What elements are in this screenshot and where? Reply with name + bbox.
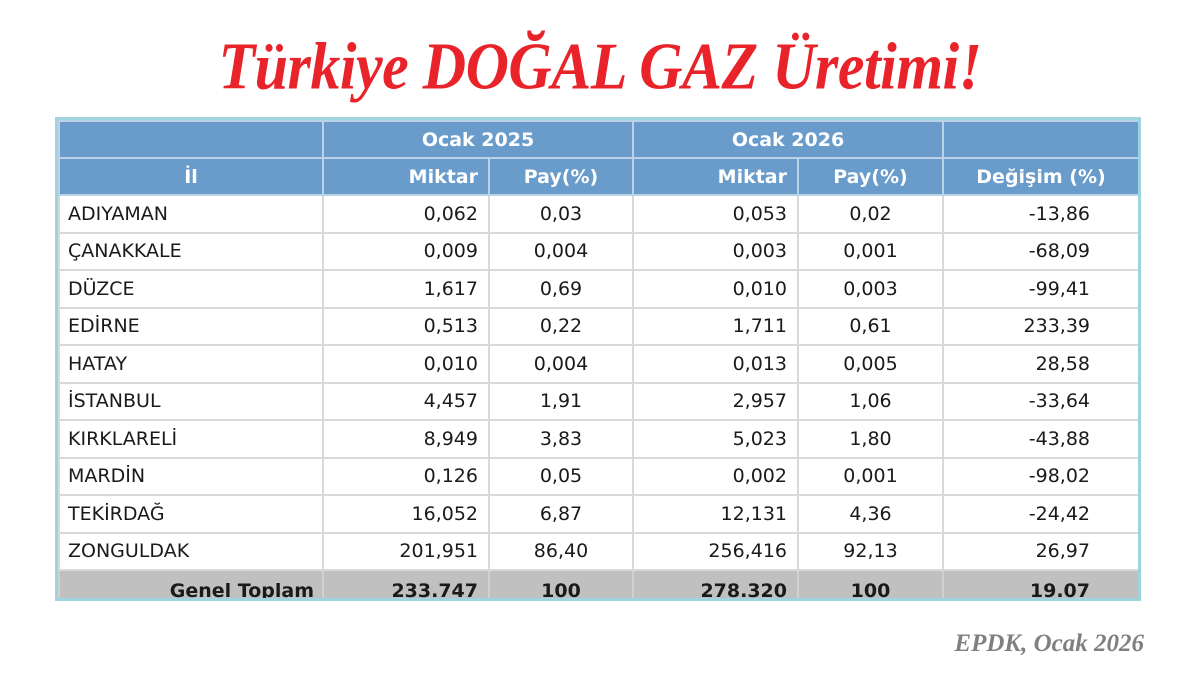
column-header-amount-2026: Miktar: [632, 157, 799, 196]
province-cell: KIRKLARELİ: [58, 419, 324, 459]
change-cell: 233,39: [942, 306, 1138, 346]
amount-2026-cell: 0,002: [632, 456, 799, 496]
group-header-empty: [58, 120, 324, 159]
share-2025-cell: 0,004: [488, 231, 634, 271]
amount-2025-cell: 16,052: [322, 494, 490, 534]
amount-2025-cell: 0,126: [322, 456, 490, 496]
group-header-change: [942, 120, 1138, 159]
change-cell: -99,41: [942, 269, 1138, 309]
province-cell: MARDİN: [58, 456, 324, 496]
table-row: DÜZCE 1,617 0,69 0,010 0,003 -99,41: [58, 269, 1138, 309]
share-2025-cell: 0,03: [488, 194, 634, 234]
amount-2026-cell: 12,131: [632, 494, 799, 534]
total-share-2026-cell: 100: [797, 569, 944, 598]
change-cell: -98,02: [942, 456, 1138, 496]
change-cell: -43,88: [942, 419, 1138, 459]
share-2026-cell: 0,001: [797, 456, 944, 496]
share-2025-cell: 86,40: [488, 531, 634, 571]
total-change-cell: 19.07: [942, 569, 1138, 598]
province-cell: HATAY: [58, 344, 324, 384]
amount-2026-cell: 0,013: [632, 344, 799, 384]
total-amount-2025-cell: 233.747: [322, 569, 490, 598]
change-cell: -13,86: [942, 194, 1138, 234]
province-cell: ADIYAMAN: [58, 194, 324, 234]
amount-2025-cell: 0,010: [322, 344, 490, 384]
amount-2025-cell: 0,062: [322, 194, 490, 234]
share-2026-cell: 4,36: [797, 494, 944, 534]
group-header-row: Ocak 2025 Ocak 2026: [58, 120, 1138, 159]
page-title: Türkiye DOĞAL GAZ Üretimi!: [218, 29, 982, 104]
total-row: Genel Toplam 233.747 100 278.320 100 19.07: [58, 569, 1138, 598]
share-2025-cell: 0,69: [488, 269, 634, 309]
amount-2026-cell: 256,416: [632, 531, 799, 571]
amount-2025-cell: 1,617: [322, 269, 490, 309]
change-cell: -24,42: [942, 494, 1138, 534]
amount-2025-cell: 201,951: [322, 531, 490, 571]
amount-2025-cell: 4,457: [322, 381, 490, 421]
share-2026-cell: 1,80: [797, 419, 944, 459]
share-2026-cell: 92,13: [797, 531, 944, 571]
table-row: İSTANBUL 4,457 1,91 2,957 1,06 -33,64: [58, 381, 1138, 421]
group-header-2025: Ocak 2025: [322, 120, 634, 159]
share-2026-cell: 0,001: [797, 231, 944, 271]
share-2025-cell: 0,05: [488, 456, 634, 496]
share-2026-cell: 0,61: [797, 306, 944, 346]
share-2025-cell: 3,83: [488, 419, 634, 459]
source-caption: EPDK, Ocak 2026: [954, 630, 1144, 657]
column-header-change: Değişim (%): [942, 157, 1138, 196]
table-row: ADIYAMAN 0,062 0,03 0,053 0,02 -13,86: [58, 194, 1138, 234]
province-cell: TEKİRDAĞ: [58, 494, 324, 534]
share-2026-cell: 0,005: [797, 344, 944, 384]
change-cell: -68,09: [942, 231, 1138, 271]
table-row: TEKİRDAĞ 16,052 6,87 12,131 4,36 -24,42: [58, 494, 1138, 534]
share-2025-cell: 0,004: [488, 344, 634, 384]
amount-2026-cell: 0,053: [632, 194, 799, 234]
amount-2026-cell: 5,023: [632, 419, 799, 459]
column-header-row: İl Miktar Pay(%) Miktar Pay(%) Değişim (…: [58, 157, 1138, 196]
share-2025-cell: 1,91: [488, 381, 634, 421]
total-share-2025-cell: 100: [488, 569, 634, 598]
amount-2025-cell: 0,513: [322, 306, 490, 346]
share-2025-cell: 6,87: [488, 494, 634, 534]
column-header-amount-2025: Miktar: [322, 157, 490, 196]
table-row: KIRKLARELİ 8,949 3,83 5,023 1,80 -43,88: [58, 419, 1138, 459]
production-table-frame: Ocak 2025 Ocak 2026 İl Miktar Pay(%) Mik…: [55, 117, 1141, 601]
amount-2025-cell: 0,009: [322, 231, 490, 271]
amount-2026-cell: 0,010: [632, 269, 799, 309]
table-row: MARDİN 0,126 0,05 0,002 0,001 -98,02: [58, 456, 1138, 496]
column-header-share-2026: Pay(%): [797, 157, 944, 196]
province-cell: İSTANBUL: [58, 381, 324, 421]
change-cell: 28,58: [942, 344, 1138, 384]
table-row: EDİRNE 0,513 0,22 1,711 0,61 233,39: [58, 306, 1138, 346]
change-cell: 26,97: [942, 531, 1138, 571]
share-2025-cell: 0,22: [488, 306, 634, 346]
province-cell: DÜZCE: [58, 269, 324, 309]
table-row: ÇANAKKALE 0,009 0,004 0,003 0,001 -68,09: [58, 231, 1138, 271]
amount-2025-cell: 8,949: [322, 419, 490, 459]
share-2026-cell: 0,02: [797, 194, 944, 234]
column-header-share-2025: Pay(%): [488, 157, 634, 196]
amount-2026-cell: 0,003: [632, 231, 799, 271]
change-cell: -33,64: [942, 381, 1138, 421]
group-header-2026: Ocak 2026: [632, 120, 944, 159]
amount-2026-cell: 2,957: [632, 381, 799, 421]
province-cell: EDİRNE: [58, 306, 324, 346]
table-row: HATAY 0,010 0,004 0,013 0,005 28,58: [58, 344, 1138, 384]
province-cell: ZONGULDAK: [58, 531, 324, 571]
share-2026-cell: 1,06: [797, 381, 944, 421]
amount-2026-cell: 1,711: [632, 306, 799, 346]
province-cell: ÇANAKKALE: [58, 231, 324, 271]
share-2026-cell: 0,003: [797, 269, 944, 309]
production-table: Ocak 2025 Ocak 2026 İl Miktar Pay(%) Mik…: [58, 120, 1138, 598]
table-row: ZONGULDAK 201,951 86,40 256,416 92,13 26,97: [58, 531, 1138, 571]
total-amount-2026-cell: 278.320: [632, 569, 799, 598]
total-province-cell: Genel Toplam: [58, 569, 324, 598]
column-header-province: İl: [58, 157, 324, 196]
